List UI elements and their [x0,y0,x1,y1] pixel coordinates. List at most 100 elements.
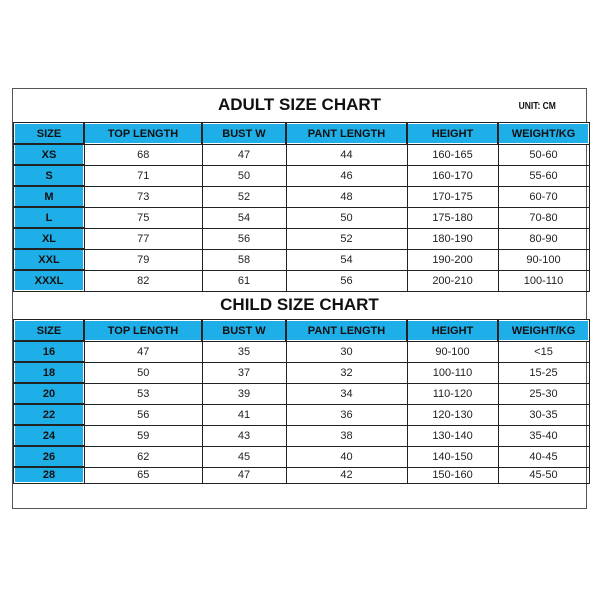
value-cell: 52 [201,185,287,208]
value-cell: 37 [201,361,287,384]
value-cell: 175-180 [406,206,499,229]
child-header-row: SIZE TOP LENGTH BUST W PANT LENGTH HEIGHT WEI… [13,319,590,342]
value-cell: 200-210 [406,269,499,292]
value-cell: 53 [83,382,203,405]
value-cell: 80-90 [497,227,590,250]
value-cell: 71 [83,164,203,187]
value-cell: 54 [285,248,408,271]
value-cell: 90-100 [406,340,499,363]
value-cell: 160-170 [406,164,499,187]
size-cell: 22 [13,403,85,426]
value-cell: 44 [285,143,408,166]
value-cell: 45-50 [497,466,590,484]
value-cell: 36 [285,403,408,426]
column-header: BUST W [201,319,287,342]
table-row: 18 50 37 32 100-110 15-25 [13,361,590,384]
value-cell: 140-150 [406,445,499,468]
value-cell: 180-190 [406,227,499,250]
value-cell: 58 [201,248,287,271]
column-header: BUST W [201,122,287,145]
value-cell: 25-30 [497,382,590,405]
value-cell: 34 [285,382,408,405]
column-header: HEIGHT [406,319,499,342]
size-cell: XS [13,143,85,166]
value-cell: 45 [201,445,287,468]
value-cell: 43 [201,424,287,447]
column-header: SIZE [13,319,85,342]
column-header: WEIGHT/KG [497,319,590,342]
size-cell: XL [13,227,85,250]
value-cell: 150-160 [406,466,499,484]
table-row: 20 53 39 34 110-120 25-30 [13,382,590,405]
table-row: 26 62 45 40 140-150 40-45 [13,445,590,468]
value-cell: 30 [285,340,408,363]
size-cell: M [13,185,85,208]
value-cell: 70-80 [497,206,590,229]
value-cell: 100-110 [406,361,499,384]
size-chart-frame: ADULT SIZE CHART UNIT: CM SIZE TOP LENGTH… [12,88,590,509]
unit-label: UNIT: CM [518,101,556,112]
value-cell: 35-40 [497,424,590,447]
value-cell: 110-120 [406,382,499,405]
value-cell: 39 [201,382,287,405]
value-cell: 55-60 [497,164,590,187]
column-header: SIZE [13,122,85,145]
size-cell: XXL [13,248,85,271]
value-cell: 60-70 [497,185,590,208]
value-cell: 38 [285,424,408,447]
size-cell: 28 [13,466,85,484]
value-cell: 56 [285,269,408,292]
column-header: WEIGHT/KG [497,122,590,145]
value-cell: 170-175 [406,185,499,208]
value-cell: 50-60 [497,143,590,166]
size-cell: S [13,164,85,187]
size-cell: 24 [13,424,85,447]
size-cell: 20 [13,382,85,405]
size-cell: XXXL [13,269,85,292]
column-header: PANT LENGTH [285,122,408,145]
value-cell: 100-110 [497,269,590,292]
value-cell: 59 [83,424,203,447]
value-cell: 61 [201,269,287,292]
value-cell: 41 [201,403,287,426]
table-row: M 73 52 48 170-175 60-70 [13,185,590,208]
value-cell: 62 [83,445,203,468]
value-cell: 32 [285,361,408,384]
table-row: S 71 50 46 160-170 55-60 [13,164,590,187]
column-header: PANT LENGTH [285,319,408,342]
child-chart-title: CHILD SIZE CHART [220,295,379,314]
value-cell: 52 [285,227,408,250]
value-cell: 40 [285,445,408,468]
value-cell: 190-200 [406,248,499,271]
child-size-table: SIZE TOP LENGTH BUST W PANT LENGTH HEIGHT WEI… [13,319,590,484]
value-cell: 47 [83,340,203,363]
value-cell: 50 [285,206,408,229]
adult-chart-title: ADULT SIZE CHART [217,95,382,114]
value-cell: 30-35 [497,403,590,426]
value-cell: 40-45 [497,445,590,468]
value-cell: 90-100 [497,248,590,271]
value-cell: 160-165 [406,143,499,166]
value-cell: 73 [83,185,203,208]
value-cell: 48 [285,185,408,208]
value-cell: 56 [201,227,287,250]
value-cell: 42 [285,466,408,484]
size-cell: 16 [13,340,85,363]
table-row: XXL 79 58 54 190-200 90-100 [13,248,590,271]
value-cell: 68 [83,143,203,166]
table-row: 22 56 41 36 120-130 30-35 [13,403,590,426]
value-cell: 130-140 [406,424,499,447]
value-cell: <15 [497,340,590,363]
value-cell: 77 [83,227,203,250]
adult-header-row: SIZE TOP LENGTH BUST W PANT LENGTH HEIGHT WEI… [13,122,590,145]
table-row: XXXL 82 61 56 200-210 100-110 [13,269,590,292]
value-cell: 65 [83,466,203,484]
column-header: TOP LENGTH [83,122,203,145]
table-row: XL 77 56 52 180-190 80-90 [13,227,590,250]
value-cell: 120-130 [406,403,499,426]
column-header: TOP LENGTH [83,319,203,342]
column-header: HEIGHT [406,122,499,145]
adult-size-table: SIZE TOP LENGTH BUST W PANT LENGTH HEIGHT WEI… [13,122,590,292]
value-cell: 54 [201,206,287,229]
value-cell: 50 [83,361,203,384]
